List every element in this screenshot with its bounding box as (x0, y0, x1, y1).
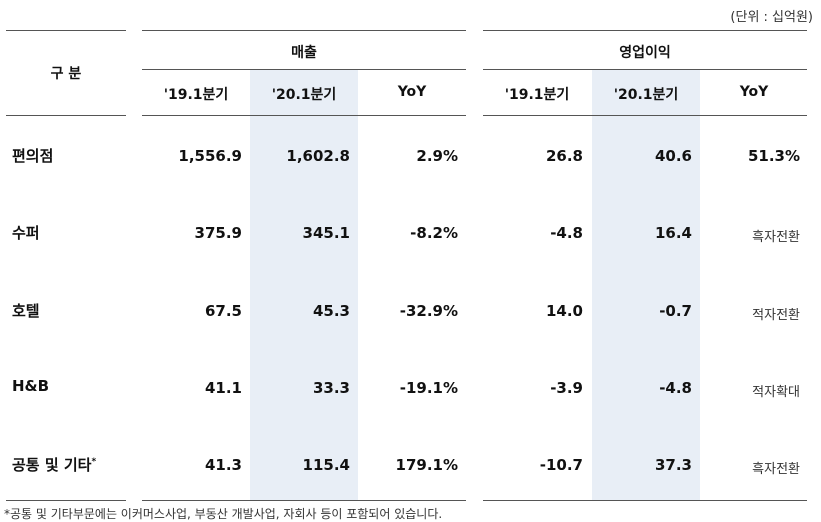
footnote-mark: * (91, 457, 97, 467)
op-prev-period-header: '19.1분기 (504, 87, 570, 103)
row-label: 수퍼 (12, 224, 40, 242)
op-curr-cell: 40.6 (654, 147, 692, 165)
sales-prev-cell: 41.3 (204, 456, 242, 474)
op-curr-cell: 37.3 (654, 456, 692, 474)
sales-curr-cell: 345.1 (302, 224, 350, 242)
row-label: H&B (12, 377, 50, 395)
sales-curr-period-header: '20.1분기 (271, 87, 337, 103)
sales-yoy-cell: 2.9% (416, 147, 458, 165)
header-bottom-line-sales (142, 115, 466, 116)
sales-prev-cell: 67.5 (204, 302, 242, 320)
row-label-text: 공통 및 기타 (12, 456, 92, 474)
op-profit-header: 영업이익 (619, 45, 671, 61)
sales-prev-cell: 375.9 (194, 224, 242, 242)
op-prev-cell: 14.0 (545, 302, 583, 320)
sales-yoy-cell: 179.1% (395, 456, 458, 474)
op-curr-column-shade (592, 70, 700, 501)
sales-yoy-cell: -19.1% (399, 379, 458, 397)
group-divider-sales (142, 69, 466, 70)
op-prev-cell: -4.8 (550, 224, 583, 242)
op-yoy-cell: 흑자전환 (752, 230, 800, 245)
header-bottom-line-left (6, 115, 126, 116)
op-yoy-cell: 51.3% (747, 147, 800, 165)
row-label: 호텔 (12, 302, 40, 320)
sales-curr-cell: 115.4 (302, 456, 350, 474)
sales-yoy-header: YoY (397, 84, 427, 100)
sales-prev-cell: 1,556.9 (178, 147, 242, 165)
sales-yoy-cell: -8.2% (410, 224, 458, 242)
sales-curr-cell: 45.3 (312, 302, 350, 320)
header-top-line-op (483, 30, 807, 31)
row-label: 공통 및 기타* (12, 454, 96, 475)
sales-curr-cell: 1,602.8 (286, 147, 350, 165)
op-curr-period-header: '20.1분기 (613, 87, 679, 103)
group-divider-op (483, 69, 807, 70)
footnote: *공통 및 기타부문에는 이커머스사업, 부동산 개발사업, 자회사 등이 포함… (4, 507, 443, 521)
op-prev-cell: 26.8 (545, 147, 583, 165)
table-bottom-line-sales (142, 500, 466, 501)
op-yoy-cell: 적자전환 (752, 308, 800, 323)
header-top-line-sales (142, 30, 466, 31)
sales-prev-period-header: '19.1분기 (163, 87, 229, 103)
op-yoy-header: YoY (739, 84, 769, 100)
op-yoy-cell: 적자확대 (752, 385, 800, 400)
sales-curr-column-shade (250, 70, 358, 501)
row-label: 편의점 (12, 147, 54, 165)
sales-curr-cell: 33.3 (312, 379, 350, 397)
header-top-line-left (6, 30, 126, 31)
header-bottom-line-op (483, 115, 807, 116)
op-prev-cell: -10.7 (539, 456, 583, 474)
category-header: 구 분 (50, 66, 82, 82)
sales-yoy-cell: -32.9% (399, 302, 458, 320)
unit-label: (단위 : 십억원) (730, 10, 813, 25)
op-curr-cell: -4.8 (659, 379, 692, 397)
table-bottom-line-op (483, 500, 807, 501)
sales-header: 매출 (291, 45, 317, 61)
op-yoy-cell: 흑자전환 (752, 462, 800, 477)
op-prev-cell: -3.9 (550, 379, 583, 397)
table-bottom-line-left (6, 500, 126, 501)
op-curr-cell: 16.4 (654, 224, 692, 242)
sales-prev-cell: 41.1 (204, 379, 242, 397)
op-curr-cell: -0.7 (659, 302, 692, 320)
